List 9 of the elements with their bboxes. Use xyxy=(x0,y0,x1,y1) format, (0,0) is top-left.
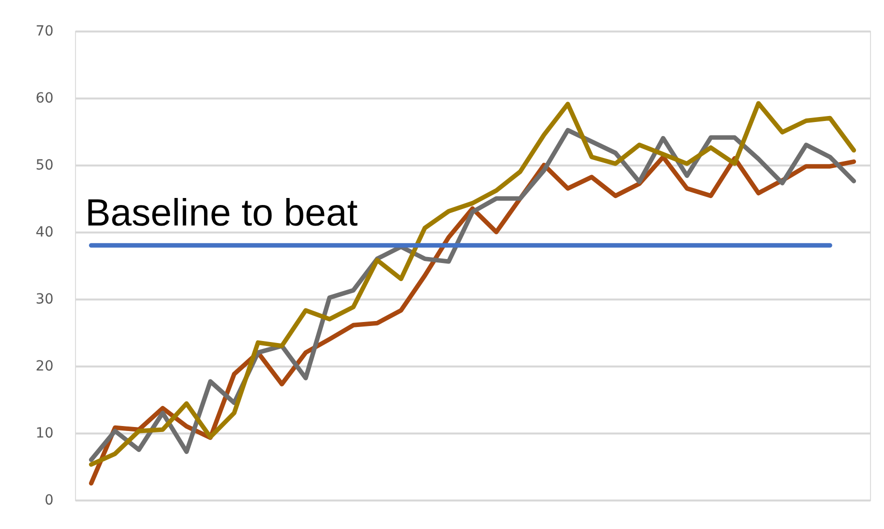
y-tick-label: 20 xyxy=(36,358,54,374)
y-tick-label: 70 xyxy=(36,24,54,40)
y-tick-label: 60 xyxy=(36,90,54,106)
y-tick-label: 10 xyxy=(36,426,54,442)
y-tick-label: 40 xyxy=(36,224,54,240)
y-tick-label: 30 xyxy=(36,292,54,308)
y-tick-label: 50 xyxy=(36,158,54,174)
series-label: Baseline to beat xyxy=(85,192,358,234)
y-tick-label: 0 xyxy=(44,492,54,508)
